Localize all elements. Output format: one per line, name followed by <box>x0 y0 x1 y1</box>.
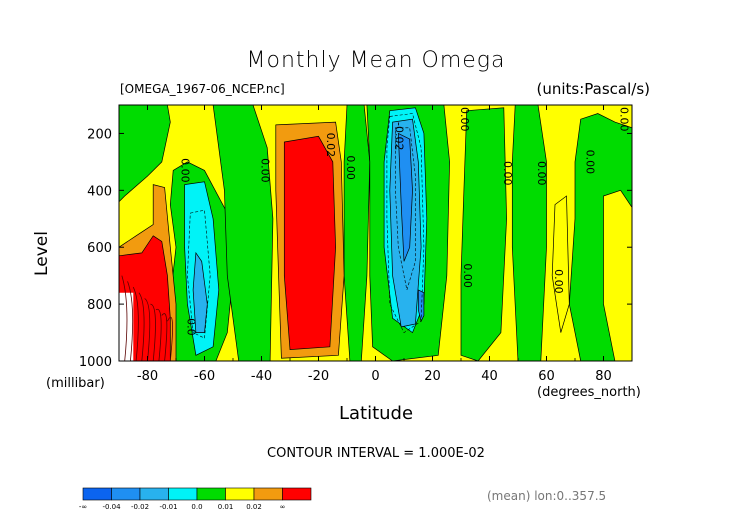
contour-label: 0.00 <box>535 161 548 186</box>
contour-label: 0.00 <box>501 161 514 186</box>
colorbar-swatch <box>196 487 226 501</box>
colorbar-swatch <box>225 487 255 501</box>
region-ascent-tropical-core <box>397 132 413 262</box>
colorbar-tick-label: -0.04 <box>102 503 121 511</box>
x-tick-label: -20 <box>308 369 329 384</box>
units-label: (units:Pascal/s) <box>536 80 651 98</box>
contour-label: 0.00 <box>461 263 474 288</box>
x-tick-label: 0 <box>371 369 379 384</box>
y-tick-label: 800 <box>87 298 112 313</box>
colorbar-tick-label: -0.01 <box>159 503 177 511</box>
contour-label: 0.00 <box>552 269 565 294</box>
region-positive-85n <box>603 189 632 361</box>
x-tick-label: -60 <box>194 369 215 384</box>
y-tick-label: 400 <box>87 184 112 199</box>
contour-label: 0.00 <box>179 158 192 183</box>
contour-label: 0.00 <box>618 107 631 132</box>
colorbar-tick-label: -0.02 <box>131 503 149 511</box>
contour-label: -0.02 <box>392 122 405 150</box>
colorbar-tick-label: 0.02 <box>246 503 262 511</box>
colorbar-swatch <box>82 487 112 501</box>
colorbar-swatch <box>282 487 312 501</box>
colorbar-tick-label: -∞ <box>79 503 87 511</box>
contour-label: 0.00 <box>458 107 471 132</box>
region-ascent-60s-core <box>192 251 208 333</box>
region-descent-southern-hadley-core <box>283 135 336 350</box>
colorbar-swatch <box>111 487 141 501</box>
y-tick-label: 600 <box>87 241 112 256</box>
axes: -80 -60 -40 -20 0 20 40 60 80 200 400 600 800 1000 <box>79 105 633 384</box>
x-tick-label: -40 <box>251 369 272 384</box>
colorbar-tick-label: 0.01 <box>218 503 234 511</box>
x-tick-label: 60 <box>538 369 555 384</box>
contour-label: 0.00 <box>583 150 596 175</box>
x-axis-unit: (degrees_north) <box>537 385 641 400</box>
colorbar-tick-label: ∞ <box>280 503 286 511</box>
y-tick-label: 200 <box>87 127 112 142</box>
region-negative-south-polar <box>119 105 171 203</box>
colorbar-swatch <box>253 487 283 501</box>
colorbar-swatch <box>139 487 169 501</box>
contour-label: 0.00 <box>344 155 357 180</box>
contour-labels: 0.00 0.00 0.02 0.00 -0.02 0.00 0.00 0.00 0.00 0.0… <box>179 107 631 336</box>
contour-lines <box>121 113 425 361</box>
colorbar: -∞ -0.04 -0.02 -0.01 0.0 0.01 0.02 ∞ <box>79 487 312 511</box>
contour-interval-note: CONTOUR INTERVAL = 1.000E-02 <box>267 446 485 461</box>
region-negative-45s <box>212 105 274 361</box>
x-tick-label: 80 <box>595 369 612 384</box>
y-tick-label: 1000 <box>79 355 112 370</box>
file-label: [OMEGA_1967-06_NCEP.nc] <box>120 82 285 96</box>
contour-fills <box>119 105 632 361</box>
region-missing-data <box>119 292 134 361</box>
region-negative-55n <box>511 105 547 361</box>
x-axis-label: Latitude <box>338 403 414 424</box>
colorbar-tick-label: 0.0 <box>191 503 202 511</box>
colorbar-swatch <box>168 487 198 501</box>
region-negative-40n <box>460 107 507 361</box>
averaging-note: (mean) lon:0..357.5 <box>487 489 607 503</box>
chart-title: Monthly Mean Omega <box>246 48 506 73</box>
x-tick-label: 20 <box>424 369 441 384</box>
y-axis-unit: (millibar) <box>46 376 105 391</box>
contour-label: 0.00 <box>259 158 272 183</box>
region-negative-10s <box>343 105 371 361</box>
x-tick-label: -80 <box>137 369 158 384</box>
x-tick-label: 40 <box>481 369 498 384</box>
contour-label: 0.02 <box>324 133 337 158</box>
contour-label: 0.0 <box>184 318 197 336</box>
region-positive-65n <box>551 195 570 333</box>
region-ascent-tropical-low <box>417 289 425 323</box>
